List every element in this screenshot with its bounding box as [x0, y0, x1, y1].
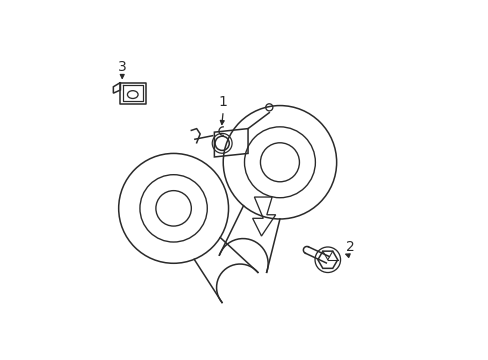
Text: 3: 3: [118, 59, 126, 73]
Text: 1: 1: [218, 95, 227, 109]
Text: 2: 2: [346, 240, 354, 255]
